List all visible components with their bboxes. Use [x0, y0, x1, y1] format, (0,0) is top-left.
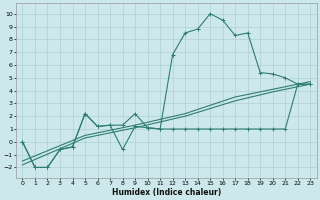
X-axis label: Humidex (Indice chaleur): Humidex (Indice chaleur)	[112, 188, 221, 197]
